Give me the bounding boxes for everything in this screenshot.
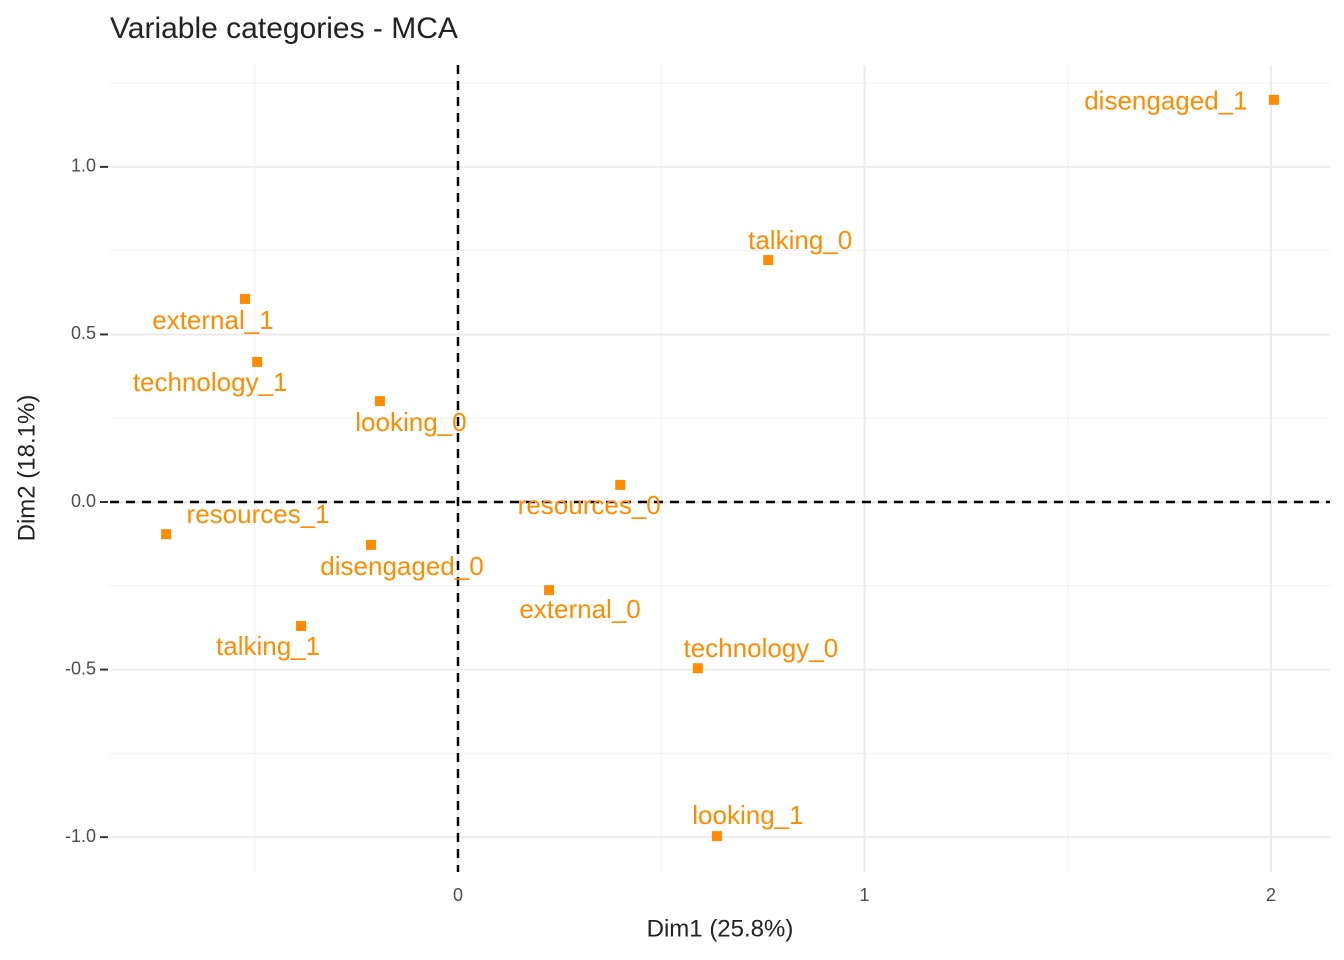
point (711, 831, 722, 842)
point-label: external_0 (519, 594, 640, 624)
point-label: talking_1 (216, 631, 320, 661)
point (365, 539, 376, 550)
y-axis-label: Dim2 (18.1%) (13, 395, 40, 542)
point-label: talking_0 (748, 225, 852, 255)
chart-title: Variable categories - MCA (110, 12, 458, 45)
x-tick-label: 1 (860, 885, 870, 905)
point (374, 396, 385, 407)
x-tick-label: 0 (453, 885, 463, 905)
point-label: looking_0 (355, 407, 466, 437)
point-label: disengaged_1 (1084, 86, 1247, 116)
point-label: technology_0 (684, 633, 839, 663)
y-tick-label: 1.0 (71, 156, 96, 176)
point (763, 255, 774, 266)
point-label: looking_1 (692, 800, 803, 830)
point (161, 529, 172, 540)
y-tick-label: -0.5 (65, 658, 96, 678)
point (296, 621, 307, 632)
point-label: resources_1 (187, 499, 330, 529)
point-label: disengaged_0 (320, 551, 483, 581)
x-tick-label: 2 (1266, 885, 1276, 905)
y-tick-label: -1.0 (65, 826, 96, 846)
y-tick-label: 0.5 (71, 323, 96, 343)
point-label: external_1 (152, 305, 273, 335)
point (239, 293, 250, 304)
point (1268, 94, 1279, 105)
point-label: resources_0 (518, 490, 661, 520)
point (544, 585, 555, 596)
point (252, 356, 263, 367)
point-label: technology_1 (133, 367, 288, 397)
y-tick-label: 0.0 (71, 491, 96, 511)
point (615, 479, 626, 490)
x-axis-label: Dim1 (25.8%) (647, 915, 794, 942)
point (692, 663, 703, 674)
